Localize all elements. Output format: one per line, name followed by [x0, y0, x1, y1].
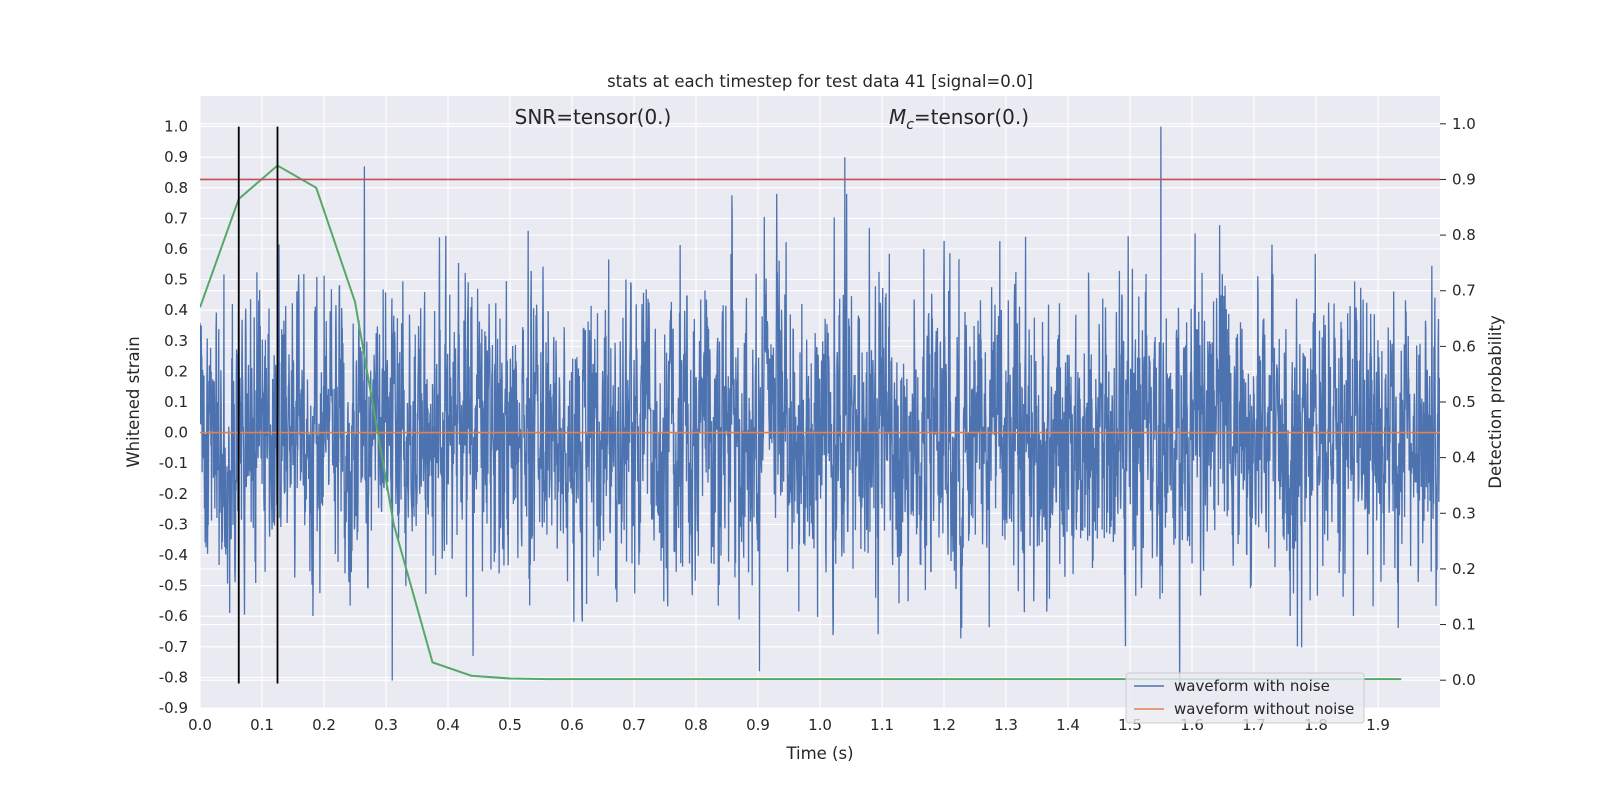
y2-axis-label: Detection probability: [1486, 315, 1505, 489]
y-tick-label: -0.3: [159, 515, 188, 533]
y2-tick-label: 1.0: [1452, 115, 1476, 133]
y-tick-label: 0.9: [164, 148, 188, 166]
legend-box: [1125, 672, 1365, 724]
mc-value: =tensor(0.): [914, 105, 1029, 129]
y-tick-label: 0.7: [164, 209, 188, 227]
y2-tick-label: 0.7: [1452, 282, 1476, 300]
x-tick-label: 1.0: [808, 716, 832, 734]
y-tick-labels: -0.9 -0.8 -0.7 -0.6 -0.5 -0.4 -0.3 -0.2 -0.1 0.0 0…: [159, 118, 188, 717]
y-tick-label: 0.3: [164, 332, 188, 350]
legend-label-clean: waveform without noise: [1174, 700, 1354, 718]
y2-tick-label: 0.1: [1452, 616, 1476, 634]
y2-tick-label: 0.0: [1452, 671, 1476, 689]
x-tick-label: 0.7: [622, 716, 646, 734]
x-tick-label: 0.6: [560, 716, 584, 734]
y-tick-label: 0.2: [164, 362, 188, 380]
y-tick-label: -0.2: [159, 485, 188, 503]
y2-tick-label: 0.9: [1452, 170, 1476, 188]
y-tick-label: 0.5: [164, 271, 188, 289]
y-tick-label: -0.9: [159, 699, 188, 717]
x-tick-label: 0.8: [684, 716, 708, 734]
x-tick-label: 0.5: [498, 716, 522, 734]
x-axis-label: Time (s): [785, 744, 853, 763]
x-tick-label: 1.3: [994, 716, 1018, 734]
legend-label-noisy: waveform with noise: [1174, 677, 1330, 695]
legend: waveform with noise waveform without noi…: [1125, 672, 1365, 724]
chart-title: stats at each timestep for test data 41 …: [607, 72, 1033, 91]
series-waveform-with-noise: [200, 126, 1440, 693]
x-tick-label: 0.4: [436, 716, 460, 734]
x-tick-label: 1.2: [932, 716, 956, 734]
x-tick-label: 1.1: [870, 716, 894, 734]
y-tick-label: 0.4: [164, 301, 188, 319]
y-tick-label: 0.6: [164, 240, 188, 258]
chirp-mass-annotation: Mc=tensor(0.): [889, 105, 1029, 133]
y-axis-label: Whitened strain: [124, 336, 143, 467]
y2-tick-label: 0.3: [1452, 504, 1476, 522]
x-tick-label: 0.9: [746, 716, 770, 734]
y-tick-label: -0.1: [159, 454, 188, 472]
mc-symbol: M: [889, 105, 906, 129]
y-tick-label: 1.0: [164, 118, 188, 136]
x-tick-label: 0.3: [374, 716, 398, 734]
x-tick-label: 1.9: [1366, 716, 1390, 734]
x-tick-label: 0.0: [188, 716, 212, 734]
y-tick-label: 0.1: [164, 393, 188, 411]
y2-tick-label: 0.5: [1452, 393, 1476, 411]
mc-subscript: c: [906, 117, 914, 133]
snr-annotation: SNR=tensor(0.): [515, 105, 672, 129]
y2-tick-label: 0.8: [1452, 226, 1476, 244]
y2-tick-label: 0.6: [1452, 337, 1476, 355]
y-tick-label: -0.8: [159, 668, 188, 686]
y2-tick-labels: 0.0 0.1 0.2 0.3 0.4 0.5 0.6 0.7 0.8 0.9 1.0: [1440, 115, 1476, 689]
y-tick-label: -0.7: [159, 638, 188, 656]
y-tick-label: 0.0: [164, 424, 188, 442]
y2-tick-label: 0.2: [1452, 560, 1476, 578]
y-tick-label: -0.4: [159, 546, 188, 564]
x-tick-label: 0.1: [250, 716, 274, 734]
y-tick-label: -0.6: [159, 607, 188, 625]
y-tick-label: 0.8: [164, 179, 188, 197]
x-tick-label: 0.2: [312, 716, 336, 734]
x-tick-label: 1.4: [1056, 716, 1080, 734]
y-tick-label: -0.5: [159, 577, 188, 595]
y2-tick-label: 0.4: [1452, 449, 1476, 467]
